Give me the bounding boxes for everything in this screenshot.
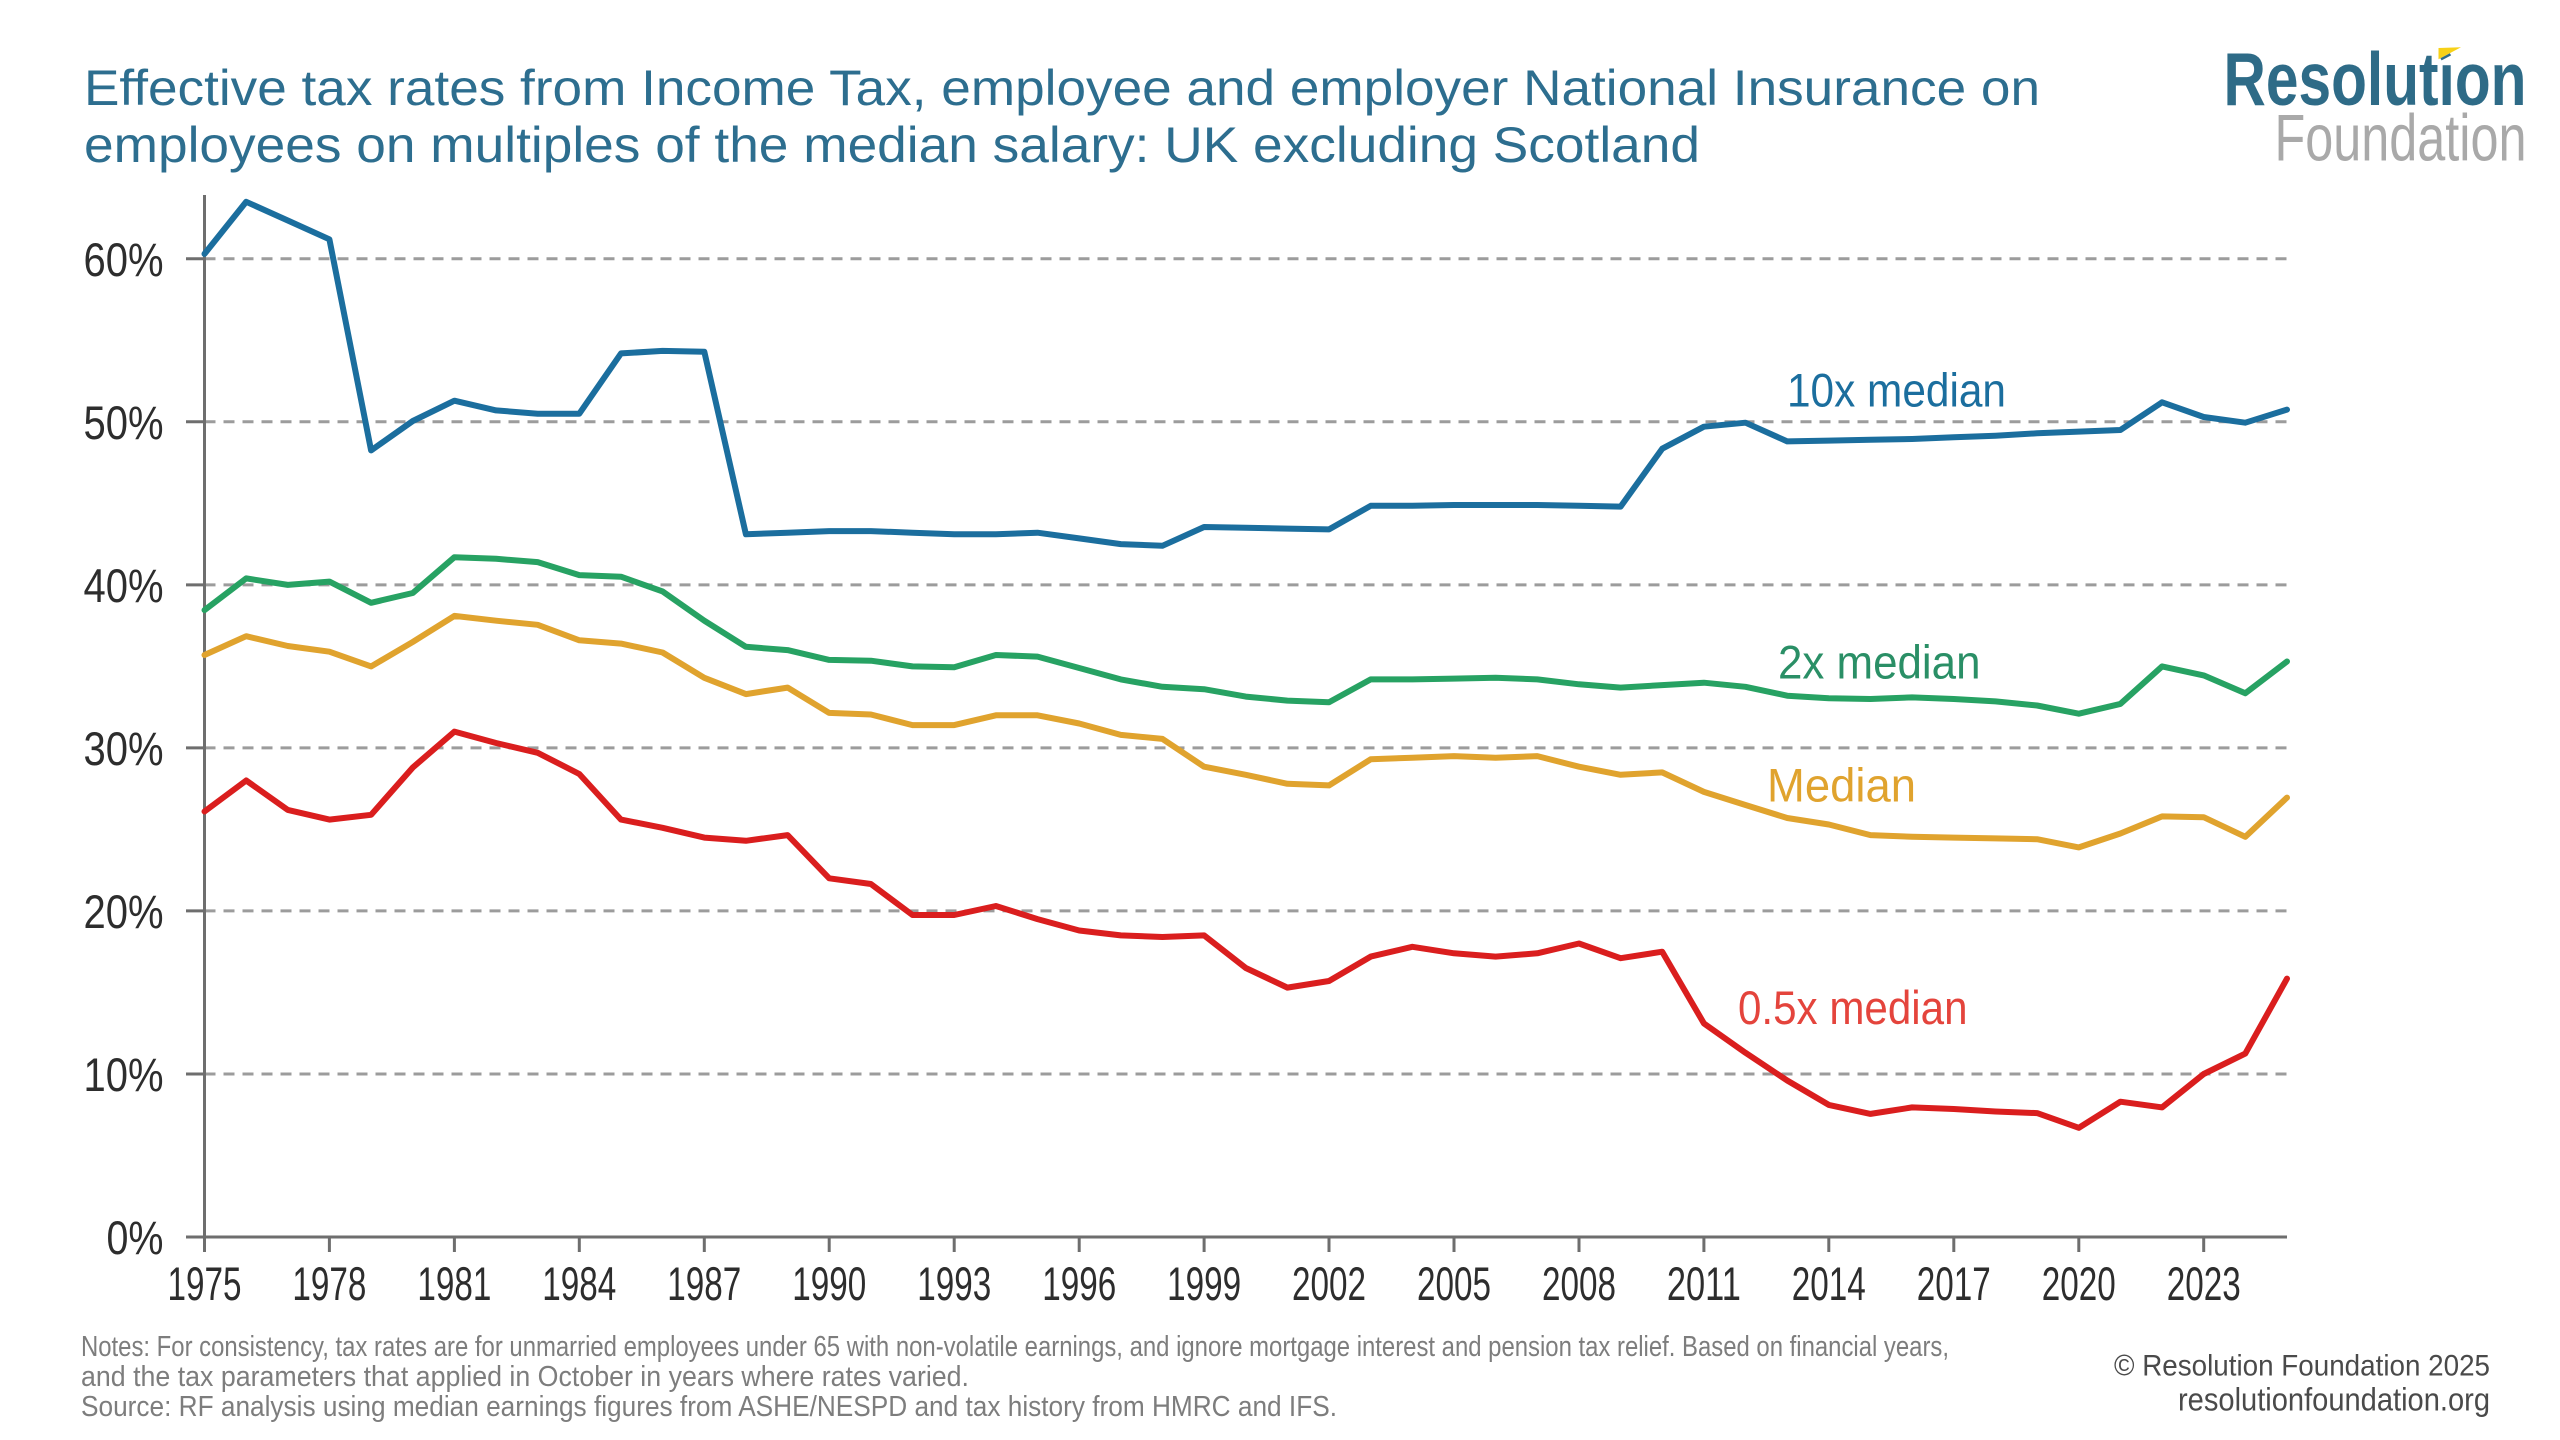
svg-text:2002: 2002 [1292, 1257, 1366, 1310]
svg-text:2005: 2005 [1417, 1257, 1491, 1310]
svg-text:and the tax parameters that ap: and the tax parameters that applied in O… [81, 1361, 969, 1393]
svg-text:1993: 1993 [917, 1257, 991, 1310]
svg-text:Effective tax rates from Incom: Effective tax rates from Income Tax, emp… [84, 60, 2040, 116]
svg-text:2017: 2017 [1917, 1257, 1991, 1310]
svg-text:2008: 2008 [1542, 1257, 1616, 1310]
svg-text:Resolutıon: Resolutıon [2224, 37, 2527, 121]
svg-text:resolutionfoundation.org: resolutionfoundation.org [2178, 1382, 2490, 1418]
svg-text:Median: Median [1767, 759, 1916, 812]
svg-text:2x median: 2x median [1778, 636, 1981, 689]
svg-text:2020: 2020 [2042, 1257, 2116, 1310]
svg-text:10x median: 10x median [1787, 364, 2006, 417]
svg-text:1975: 1975 [168, 1257, 242, 1310]
svg-text:Notes: For consistency, tax ra: Notes: For consistency, tax rates are fo… [81, 1331, 1949, 1363]
svg-text:2011: 2011 [1667, 1257, 1741, 1310]
svg-text:20%: 20% [84, 885, 164, 938]
svg-text:1981: 1981 [417, 1257, 491, 1310]
svg-text:© Resolution Foundation 2025: © Resolution Foundation 2025 [2114, 1350, 2490, 1383]
svg-text:Foundation: Foundation [2275, 101, 2527, 175]
svg-text:1996: 1996 [1042, 1257, 1116, 1310]
svg-text:40%: 40% [84, 559, 164, 612]
svg-text:1990: 1990 [792, 1257, 866, 1310]
svg-text:2023: 2023 [2167, 1257, 2241, 1310]
svg-text:0%: 0% [107, 1211, 164, 1264]
svg-text:0.5x median: 0.5x median [1738, 981, 1968, 1034]
svg-text:1999: 1999 [1167, 1257, 1241, 1310]
svg-text:60%: 60% [84, 233, 164, 286]
svg-text:10%: 10% [84, 1048, 164, 1101]
svg-text:1978: 1978 [292, 1257, 366, 1310]
svg-text:1984: 1984 [542, 1257, 616, 1310]
svg-text:1987: 1987 [667, 1257, 741, 1310]
svg-text:30%: 30% [84, 722, 164, 775]
svg-text:50%: 50% [84, 396, 164, 449]
svg-text:2014: 2014 [1792, 1257, 1866, 1310]
svg-text:Source: RF analysis using medi: Source: RF analysis using median earning… [81, 1391, 1337, 1423]
svg-text:employees on multiples of the: employees on multiples of the median sal… [84, 117, 1700, 173]
